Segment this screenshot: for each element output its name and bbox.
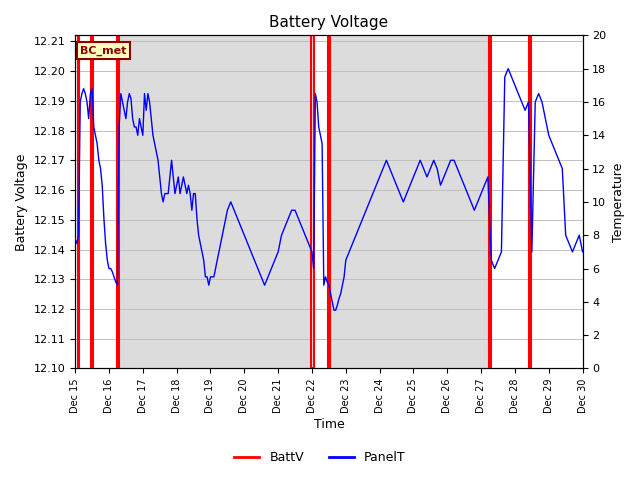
- Bar: [330, 36, 490, 369]
- X-axis label: Time: Time: [314, 419, 344, 432]
- Text: BC_met: BC_met: [80, 45, 127, 56]
- Bar: [117, 36, 119, 369]
- Y-axis label: Temperature: Temperature: [612, 162, 625, 241]
- Bar: [311, 36, 314, 369]
- Bar: [488, 36, 491, 369]
- Bar: [92, 36, 93, 369]
- Bar: [78, 36, 79, 369]
- Y-axis label: Battery Voltage: Battery Voltage: [15, 153, 28, 251]
- Bar: [529, 36, 531, 369]
- Bar: [119, 36, 312, 369]
- Legend: BattV, PanelT: BattV, PanelT: [229, 446, 411, 469]
- Bar: [328, 36, 330, 369]
- Title: Battery Voltage: Battery Voltage: [269, 15, 388, 30]
